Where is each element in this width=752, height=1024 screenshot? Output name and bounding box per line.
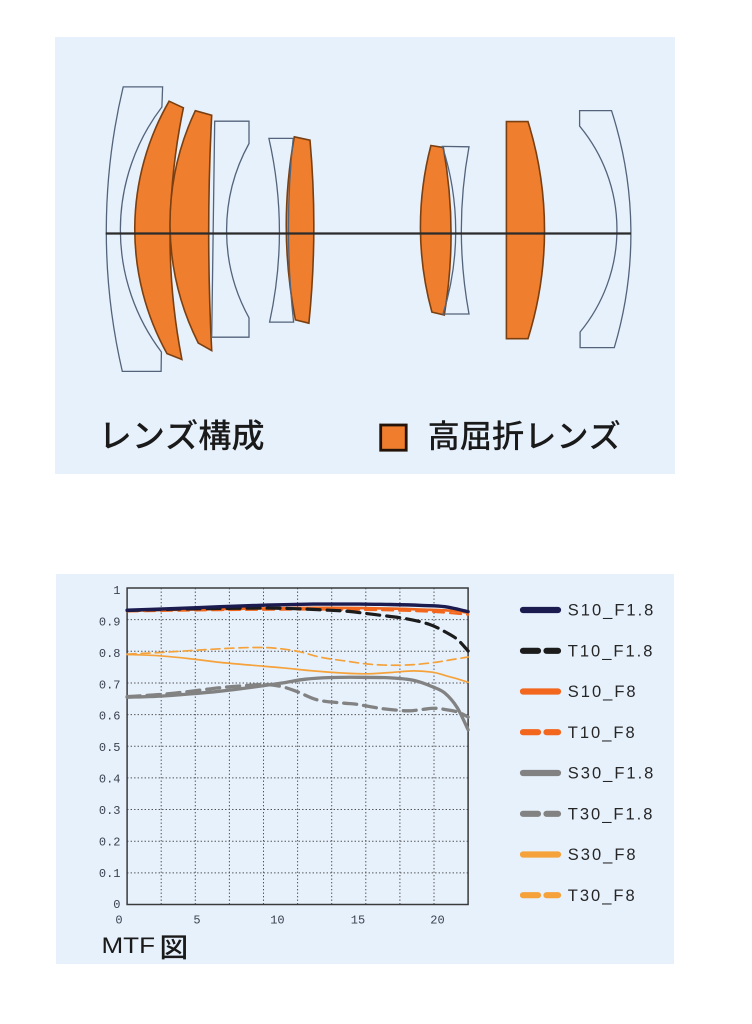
svg-text:MTF: MTF — [102, 933, 156, 958]
svg-text:0: 0 — [113, 898, 120, 912]
svg-text:0.3: 0.3 — [99, 804, 121, 818]
svg-text:S10_F8: S10_F8 — [568, 683, 638, 701]
svg-text:1: 1 — [113, 584, 120, 598]
svg-text:5: 5 — [193, 914, 200, 928]
svg-text:0.8: 0.8 — [99, 647, 121, 661]
svg-text:0.6: 0.6 — [99, 710, 121, 724]
svg-text:0.1: 0.1 — [99, 867, 121, 881]
svg-text:S30_F8: S30_F8 — [568, 846, 638, 864]
svg-text:0.9: 0.9 — [99, 616, 121, 630]
svg-text:20: 20 — [430, 914, 444, 928]
svg-text:T30_F8: T30_F8 — [568, 887, 637, 905]
svg-text:T30_F1.8: T30_F1.8 — [568, 805, 655, 823]
svg-text:0.2: 0.2 — [99, 835, 121, 849]
svg-text:10: 10 — [270, 914, 284, 928]
svg-text:15: 15 — [351, 914, 365, 928]
svg-text:T10_F1.8: T10_F1.8 — [568, 642, 655, 660]
svg-text:0.7: 0.7 — [99, 678, 121, 692]
svg-text:0.4: 0.4 — [99, 773, 121, 787]
svg-text:0: 0 — [115, 914, 122, 928]
svg-text:S10_F1.8: S10_F1.8 — [568, 602, 656, 620]
svg-text:T10_F8: T10_F8 — [568, 724, 637, 742]
svg-text:S30_F1.8: S30_F1.8 — [568, 765, 656, 783]
svg-text:0.5: 0.5 — [99, 741, 121, 755]
